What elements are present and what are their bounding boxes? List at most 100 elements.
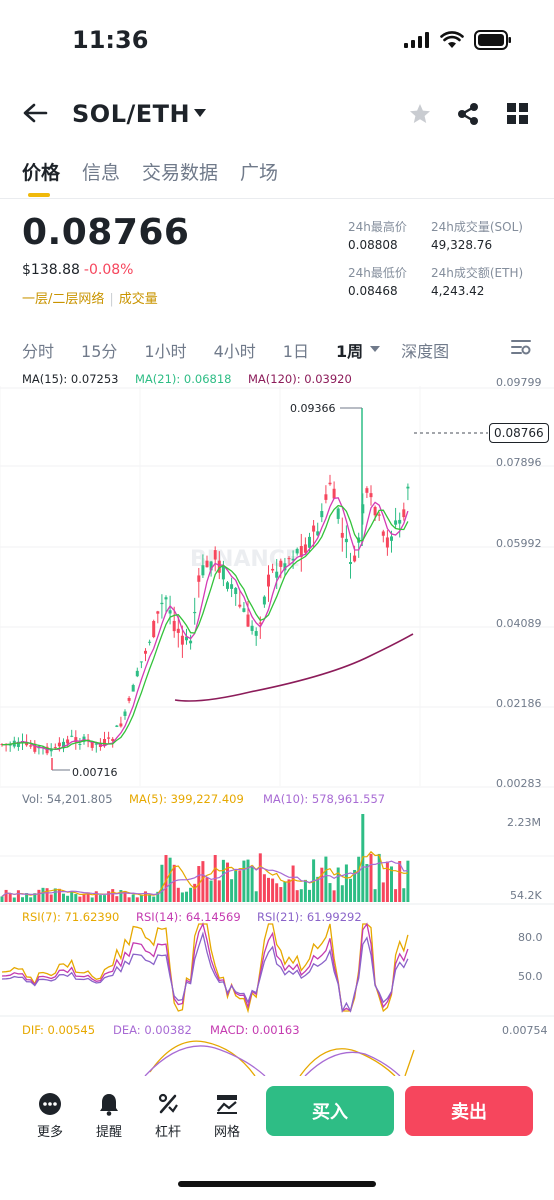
- volume-bar: [320, 867, 324, 902]
- volume-bar: [176, 887, 180, 902]
- volume-bar: [135, 897, 139, 902]
- grid-trading-button[interactable]: 网格: [207, 1090, 247, 1140]
- candle-body: [287, 558, 291, 560]
- interval-15m[interactable]: 15分: [81, 342, 118, 361]
- volume-bar: [275, 883, 279, 902]
- volume-bar: [66, 895, 70, 902]
- kline-chart[interactable]: BINANCE: [0, 386, 554, 1076]
- margin-label: 杠杆: [154, 1125, 181, 1140]
- interval-time[interactable]: 分时: [22, 342, 55, 361]
- candle-body: [49, 749, 53, 752]
- volume-bar: [115, 896, 119, 902]
- candle-body: [107, 737, 111, 739]
- volume-bar: [12, 897, 16, 902]
- interval-4h[interactable]: 4小时: [213, 342, 256, 361]
- fiat-price-row: $138.88 -0.08%: [22, 262, 133, 278]
- volume-bar: [8, 893, 12, 902]
- volume-bar: [357, 856, 361, 902]
- interval-dropdown-icon[interactable]: [369, 345, 381, 353]
- rsi-axis-50: 50.0: [518, 970, 543, 983]
- candle-body: [361, 504, 365, 514]
- volume-bar: [172, 864, 176, 902]
- volume-bar: [336, 867, 340, 902]
- volume-bar: [86, 892, 90, 902]
- tab-info[interactable]: 信息: [82, 162, 121, 184]
- candle-body: [197, 575, 201, 582]
- volume-bar: [234, 870, 238, 902]
- chart-settings-icon[interactable]: [511, 338, 531, 356]
- interval-1h[interactable]: 1小时: [144, 342, 187, 361]
- volume-bar: [209, 880, 213, 902]
- candle-body: [164, 597, 168, 600]
- candle-body: [328, 482, 332, 485]
- ma21-line: [1, 504, 409, 750]
- candle-body: [189, 640, 193, 644]
- price-change: -0.08%: [83, 262, 134, 278]
- share-icon[interactable]: [456, 102, 480, 126]
- candle-body: [238, 604, 242, 607]
- alert-button[interactable]: 提醒: [89, 1090, 129, 1140]
- tag-volume[interactable]: 成交量: [118, 292, 158, 307]
- depth-chart-tab[interactable]: 深度图: [401, 342, 450, 361]
- star-icon[interactable]: [407, 102, 433, 126]
- grid-menu-icon[interactable]: [507, 103, 529, 125]
- interval-1w[interactable]: 1周: [335, 342, 364, 361]
- candle-body: [234, 587, 238, 595]
- tag-row: 一层/二层网络 | 成交量: [22, 292, 158, 307]
- pair-title[interactable]: SOL/ETH: [72, 100, 191, 128]
- volume-bar: [205, 877, 209, 902]
- tab-price[interactable]: 价格: [22, 158, 60, 197]
- interval-1d[interactable]: 1日: [282, 342, 309, 361]
- volume-bar: [41, 887, 45, 902]
- candle-body: [62, 741, 65, 749]
- amount-label: 24h成交额(ETH): [431, 266, 524, 280]
- axis-label-3: 0.05992: [496, 537, 542, 550]
- candle-body: [226, 582, 229, 589]
- sell-button[interactable]: 卖出: [405, 1086, 533, 1136]
- volume-bar: [279, 887, 283, 902]
- volume-bar: [295, 890, 299, 902]
- volume-bar: [21, 897, 24, 902]
- volume-bar: [90, 897, 94, 902]
- candle-body: [353, 555, 357, 562]
- volume-bar: [246, 859, 250, 902]
- candle-body: [139, 661, 143, 663]
- margin-button[interactable]: 杠杆: [148, 1090, 188, 1140]
- volume-bar: [185, 891, 188, 902]
- candle-body: [340, 532, 344, 538]
- volume-bar: [0, 896, 4, 902]
- status-time: 11:36: [72, 26, 149, 54]
- tag-layer[interactable]: 一层/二层网络: [22, 292, 105, 307]
- volume-bar: [4, 889, 8, 902]
- volume-bar: [332, 890, 336, 902]
- volume-bar: [262, 874, 266, 902]
- candle-body: [369, 493, 373, 498]
- volume-bar: [287, 879, 291, 902]
- candle-body: [33, 743, 37, 752]
- pair-dropdown-icon[interactable]: [193, 108, 207, 118]
- signal-icon: [404, 32, 429, 48]
- volume-bar: [45, 888, 49, 902]
- volume-bar: [53, 888, 57, 902]
- buy-button[interactable]: 买入: [266, 1086, 394, 1136]
- candle-body: [344, 538, 348, 543]
- volume-bar: [385, 861, 389, 902]
- more-button[interactable]: 更多: [30, 1090, 70, 1140]
- volume-bar: [193, 883, 197, 902]
- high-value: 0.08808: [348, 238, 398, 252]
- high-marker: 0.09366: [290, 402, 336, 415]
- candle-body: [267, 574, 270, 587]
- back-arrow-icon[interactable]: [22, 102, 48, 124]
- volume-bar: [250, 865, 254, 902]
- candle-body: [176, 628, 180, 633]
- tab-trading-data[interactable]: 交易数据: [142, 162, 219, 184]
- candle-body: [180, 635, 184, 645]
- grid-trading-icon: [217, 1095, 237, 1114]
- volume-bar: [98, 895, 102, 902]
- candle-body: [262, 596, 266, 605]
- amount-value: 4,243.42: [431, 284, 485, 298]
- volume-bar: [103, 895, 106, 902]
- tab-square[interactable]: 广场: [240, 162, 279, 184]
- candle-body: [205, 560, 209, 568]
- volume-bar: [349, 878, 352, 902]
